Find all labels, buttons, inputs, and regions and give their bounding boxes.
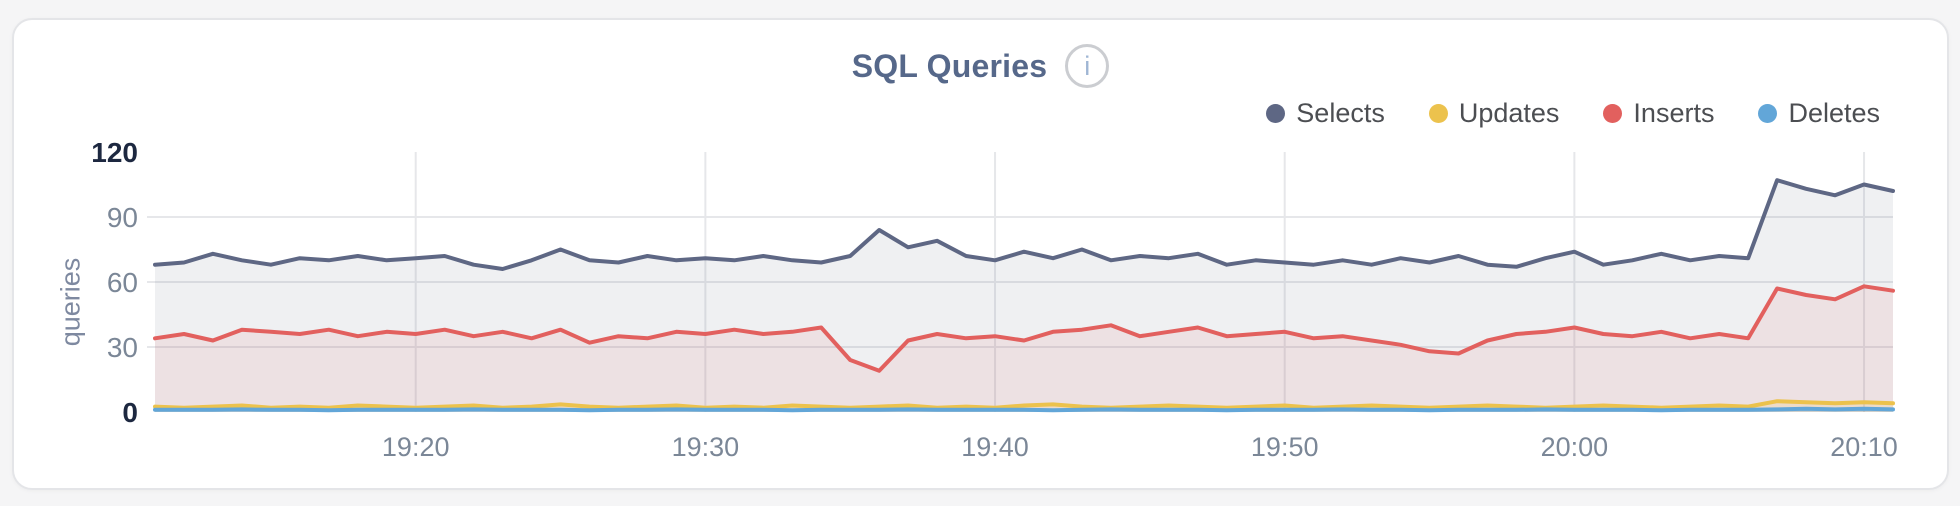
x-tick-label: 19:40 — [961, 432, 1029, 462]
legend-label: Updates — [1458, 98, 1560, 128]
chart-header: SQL Queries i — [14, 44, 1947, 88]
legend-label: Selects — [1296, 98, 1385, 128]
legend: Selects Updates Inserts Deletes — [1266, 98, 1880, 129]
legend-item-deletes[interactable]: Deletes — [1758, 98, 1880, 129]
legend-label: Deletes — [1788, 98, 1880, 128]
legend-item-inserts[interactable]: Inserts — [1603, 98, 1714, 129]
y-tick-label: 90 — [107, 202, 138, 233]
y-tick-label: 120 — [91, 137, 138, 168]
series-deletes-line — [153, 406, 1895, 413]
y-axis-title: queries — [55, 257, 86, 347]
legend-dot-inserts — [1603, 104, 1623, 123]
x-tick-label: 19:20 — [382, 432, 450, 462]
x-tick-label: 19:50 — [1251, 432, 1319, 462]
legend-item-updates[interactable]: Updates — [1428, 98, 1560, 129]
legend-dot-selects — [1266, 104, 1286, 123]
series-inserts-line — [153, 284, 1895, 373]
info-icon-glyph: i — [1084, 50, 1091, 81]
legend-dot-deletes — [1758, 104, 1778, 123]
y-tick-label: 60 — [107, 267, 138, 298]
legend-label: Inserts — [1633, 98, 1715, 128]
x-tick-label: 20:00 — [1541, 432, 1609, 462]
series-updates-line — [153, 399, 1895, 410]
chart-title: SQL Queries — [851, 47, 1048, 84]
y-tick-label: 0 — [122, 397, 138, 428]
legend-item-selects[interactable]: Selects — [1266, 98, 1385, 129]
y-tick-label: 30 — [107, 332, 138, 363]
legend-dot-updates — [1428, 104, 1448, 123]
info-icon[interactable]: i — [1065, 44, 1110, 88]
x-tick-label: 20:10 — [1830, 432, 1898, 462]
series-selects-line — [153, 178, 1895, 271]
series-inserts-area — [155, 286, 1893, 412]
x-tick-label: 19:30 — [672, 432, 740, 462]
